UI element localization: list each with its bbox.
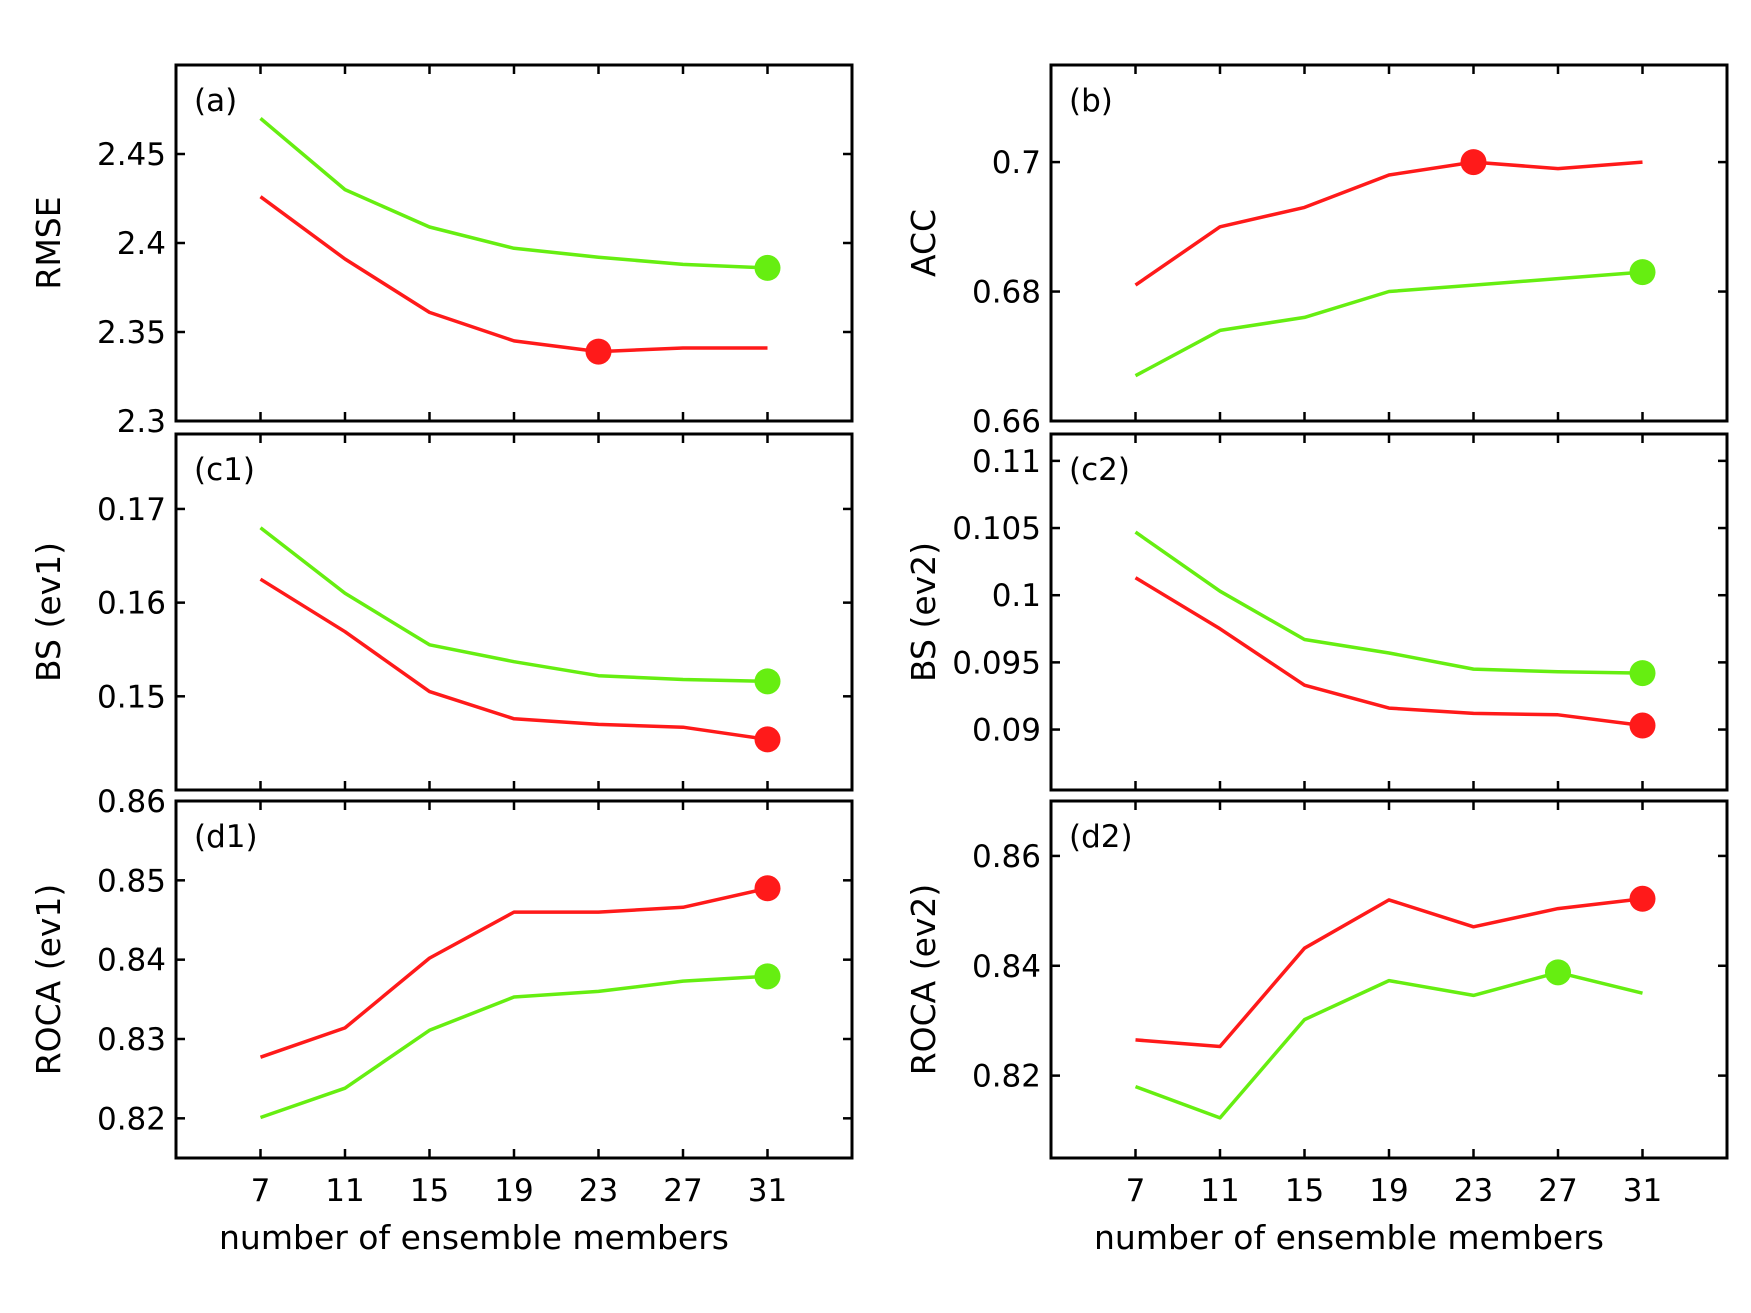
best-marker-red bbox=[754, 726, 781, 753]
series-line-red bbox=[259, 195, 768, 354]
best-marker-green bbox=[754, 963, 781, 990]
y-tick-label: 0.68 bbox=[972, 275, 1041, 311]
best-marker-red bbox=[1460, 149, 1487, 176]
series-line-red bbox=[259, 577, 768, 742]
panel-c1: 0.15 0.16 0.17 (c1) BS (ev1) bbox=[29, 432, 854, 792]
x-tick-label: 27 bbox=[1538, 1173, 1577, 1209]
y-tick-label: 2.3 bbox=[117, 404, 166, 440]
y-tick-label: 0.16 bbox=[97, 586, 166, 622]
y-tick-label: 0.11 bbox=[972, 444, 1041, 480]
y-tick-label: 2.4 bbox=[117, 226, 166, 262]
panel-label: (b) bbox=[1069, 83, 1113, 119]
series-line-green bbox=[259, 526, 768, 684]
panel-label: (d1) bbox=[194, 819, 258, 855]
panel-label: (d2) bbox=[1069, 819, 1133, 855]
panel-d2: 0.82 0.84 0.86 7 11 15 19 23 27 31 (d2) ROCA (ev2) n… bbox=[904, 799, 1729, 1257]
series-line-green bbox=[1134, 530, 1643, 675]
best-marker-green bbox=[1545, 959, 1571, 986]
series-line-red bbox=[1134, 160, 1643, 287]
x-axis-label: number of ensemble members bbox=[1094, 1218, 1604, 1257]
best-marker-red bbox=[585, 338, 612, 365]
best-marker-green bbox=[1629, 660, 1656, 687]
x-tick-label: 15 bbox=[1285, 1173, 1324, 1209]
y-tick-label: 0.09 bbox=[972, 713, 1041, 749]
panel-a: 2.3 2.35 2.4 2.45 (a) RMSE bbox=[29, 63, 854, 440]
panel-label: (c1) bbox=[194, 452, 255, 488]
y-tick-label: 0.105 bbox=[952, 511, 1041, 547]
series-line-red bbox=[1135, 897, 1643, 1049]
y-tick-label: 0.84 bbox=[97, 943, 166, 979]
axes-frame bbox=[1049, 432, 1729, 792]
best-marker-red bbox=[754, 875, 781, 902]
axes-frame bbox=[174, 63, 854, 423]
series-line-green bbox=[1134, 270, 1643, 378]
y-axis-label: ROCA (ev2) bbox=[904, 884, 943, 1076]
y-tick-label: 0.86 bbox=[97, 784, 166, 820]
y-axis-label: BS (ev1) bbox=[29, 542, 68, 682]
y-tick-label: 0.15 bbox=[97, 679, 166, 715]
x-tick-label: 23 bbox=[1454, 1173, 1493, 1209]
y-tick-label: 0.66 bbox=[972, 404, 1041, 440]
x-tick-label: 27 bbox=[663, 1173, 702, 1209]
x-tick-label: 11 bbox=[1200, 1173, 1239, 1209]
y-tick-label: 0.83 bbox=[97, 1022, 166, 1058]
y-tick-label: 0.095 bbox=[952, 645, 1041, 681]
panel-label: (c2) bbox=[1069, 452, 1130, 488]
panel-d1: 0.82 0.83 0.84 0.85 0.86 7 11 15 19 23 27 31 (d1) ROC… bbox=[29, 784, 854, 1257]
panel-c2: 0.09 0.095 0.1 0.105 0.11 (c2) BS (ev2) bbox=[904, 432, 1729, 792]
best-marker-red bbox=[1629, 712, 1656, 739]
y-tick-label: 0.1 bbox=[992, 578, 1041, 614]
x-tick-label: 31 bbox=[748, 1173, 787, 1209]
y-tick-label: 2.35 bbox=[97, 315, 166, 351]
panel-b: 0.66 0.68 0.7 (b) ACC bbox=[904, 63, 1729, 440]
x-tick-label: 7 bbox=[251, 1173, 271, 1209]
series-line-red bbox=[1134, 576, 1643, 728]
y-tick-label: 0.82 bbox=[972, 1059, 1041, 1095]
y-tick-label: 0.86 bbox=[972, 839, 1041, 875]
y-tick-label: 0.17 bbox=[97, 492, 166, 528]
y-tick-label: 2.45 bbox=[97, 137, 166, 173]
series-line-green bbox=[259, 974, 768, 1120]
y-axis-label: RMSE bbox=[29, 196, 68, 289]
y-tick-label: 0.84 bbox=[972, 949, 1041, 985]
x-tick-label: 7 bbox=[1126, 1173, 1146, 1209]
series-line-green bbox=[259, 117, 768, 270]
x-tick-label: 31 bbox=[1623, 1173, 1662, 1209]
series-line-red bbox=[259, 886, 768, 1059]
x-tick-label: 19 bbox=[494, 1173, 533, 1209]
y-tick-label: 0.85 bbox=[97, 863, 166, 899]
best-marker-green bbox=[1629, 259, 1656, 286]
x-axis-label: number of ensemble members bbox=[219, 1218, 729, 1257]
x-tick-label: 19 bbox=[1369, 1173, 1408, 1209]
axes-frame bbox=[174, 799, 854, 1160]
y-tick-label: 0.7 bbox=[992, 145, 1041, 181]
y-axis-label: ACC bbox=[904, 209, 943, 277]
x-tick-label: 15 bbox=[410, 1173, 449, 1209]
y-tick-label: 0.82 bbox=[97, 1101, 166, 1137]
best-marker-green bbox=[754, 254, 781, 281]
panel-label: (a) bbox=[194, 83, 237, 119]
x-tick-label: 23 bbox=[579, 1173, 618, 1209]
y-axis-label: ROCA (ev1) bbox=[29, 884, 68, 1076]
y-axis-label: BS (ev2) bbox=[904, 542, 943, 682]
best-marker-green bbox=[754, 668, 781, 695]
x-tick-label: 11 bbox=[325, 1173, 364, 1209]
best-marker-red bbox=[1629, 885, 1656, 912]
